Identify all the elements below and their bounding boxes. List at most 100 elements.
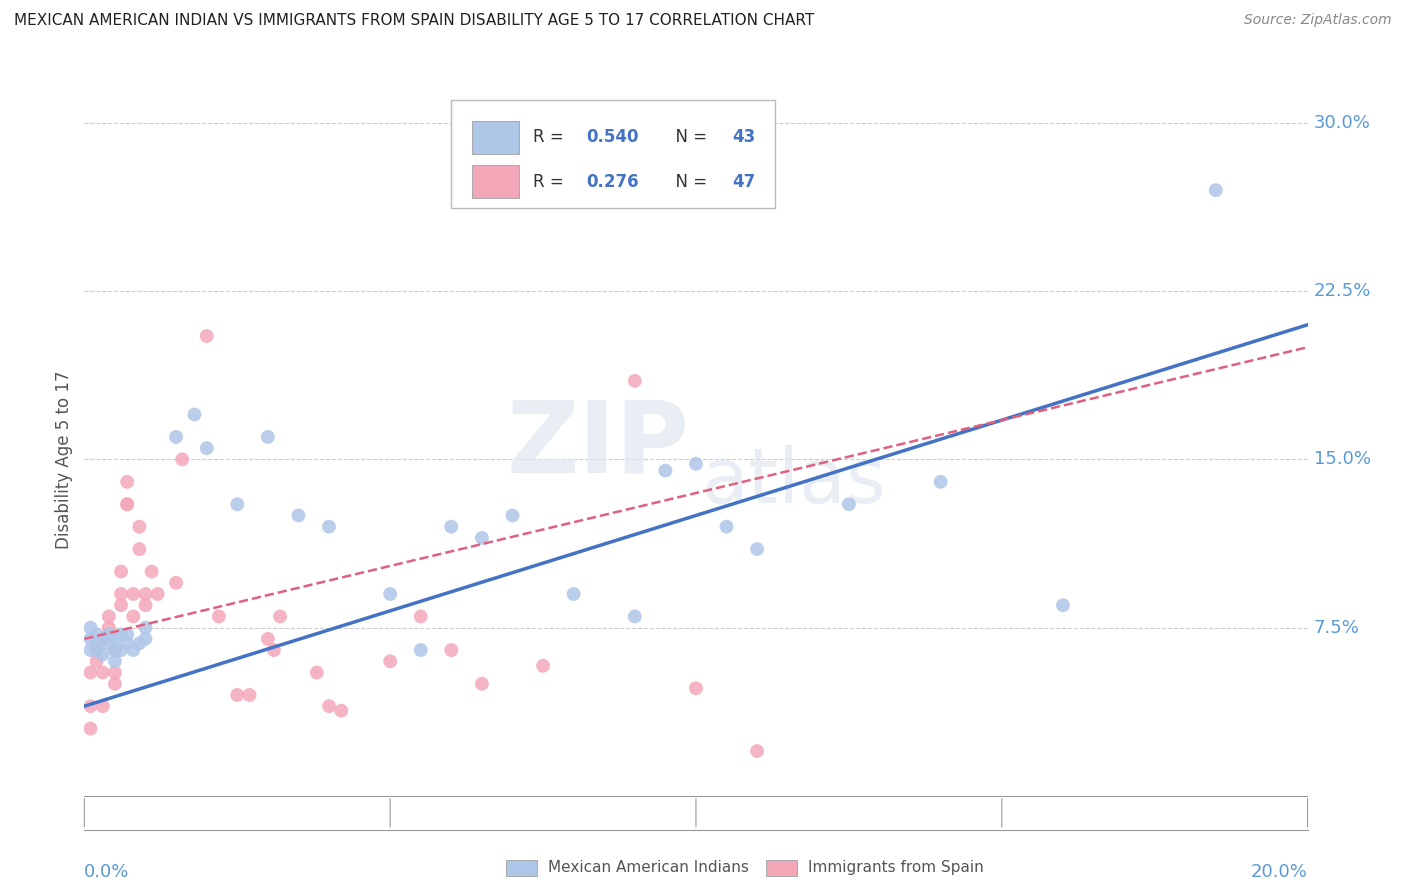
Point (440, 643, 463, 657)
Point (747, 542, 769, 557)
FancyBboxPatch shape (472, 165, 519, 198)
Point (104, 677, 127, 691)
Text: Immigrants from Spain: Immigrants from Spain (808, 861, 984, 875)
Point (409, 643, 432, 657)
Point (330, 704, 353, 718)
Point (91, 665, 114, 680)
Point (471, 531, 494, 545)
Point (79, 621, 101, 635)
Point (122, 609, 145, 624)
Point (531, 658, 554, 673)
Point (269, 609, 291, 624)
Point (110, 565, 132, 579)
Point (263, 643, 285, 657)
Text: 0.540: 0.540 (586, 128, 638, 146)
Point (135, 621, 157, 635)
Point (195, 441, 218, 455)
Point (716, 519, 738, 533)
Text: 15.0%: 15.0% (1313, 450, 1371, 468)
Point (1205, 183, 1227, 197)
Text: atlas: atlas (702, 444, 886, 518)
Point (305, 665, 328, 680)
Point (135, 598, 157, 612)
Point (141, 565, 163, 579)
Text: N =: N = (665, 173, 713, 191)
Point (128, 636, 150, 650)
Text: Source: ZipAtlas.com: Source: ZipAtlas.com (1244, 13, 1392, 28)
Point (79, 699, 101, 714)
Text: 47: 47 (733, 173, 756, 191)
Text: Mexican American Indians: Mexican American Indians (548, 861, 749, 875)
Y-axis label: Disability Age 5 to 17: Disability Age 5 to 17 (55, 370, 73, 549)
Text: 20.0%: 20.0% (1251, 863, 1308, 881)
Point (104, 632, 127, 646)
Point (122, 643, 145, 657)
Point (86, 654, 108, 668)
Text: 7.5%: 7.5% (1313, 619, 1360, 637)
Point (115, 497, 138, 511)
Text: MEXICAN AMERICAN INDIAN VS IMMIGRANTS FROM SPAIN DISABILITY AGE 5 TO 17 CORRELAT: MEXICAN AMERICAN INDIAN VS IMMIGRANTS FR… (14, 13, 814, 29)
Point (685, 457, 707, 471)
FancyBboxPatch shape (451, 100, 776, 208)
Point (104, 643, 127, 657)
Point (104, 665, 127, 680)
Point (110, 643, 132, 657)
Point (1052, 598, 1074, 612)
Point (86, 636, 108, 650)
Point (115, 627, 138, 641)
Point (165, 575, 187, 590)
Point (79, 665, 101, 680)
Point (502, 508, 524, 523)
Point (440, 519, 463, 533)
Point (208, 609, 231, 624)
Point (91, 699, 114, 714)
Point (128, 542, 150, 557)
Point (257, 430, 280, 444)
Text: N =: N = (665, 128, 713, 146)
Point (318, 519, 340, 533)
Point (122, 587, 145, 601)
Point (238, 688, 260, 702)
Point (97, 627, 120, 641)
Point (929, 475, 952, 489)
Point (624, 609, 647, 624)
Point (115, 497, 138, 511)
Point (685, 681, 707, 696)
Point (135, 587, 157, 601)
Point (104, 643, 127, 657)
Point (257, 632, 280, 646)
Point (97, 636, 120, 650)
Text: R =: R = (533, 173, 569, 191)
Text: 22.5%: 22.5% (1313, 282, 1371, 300)
Point (380, 654, 402, 668)
Point (110, 598, 132, 612)
Text: R =: R = (533, 128, 569, 146)
Point (172, 452, 194, 467)
Point (226, 497, 249, 511)
Point (183, 408, 205, 422)
Point (97, 621, 120, 635)
Text: 0.0%: 0.0% (84, 863, 129, 881)
Point (86, 643, 108, 657)
FancyBboxPatch shape (472, 120, 519, 154)
Point (135, 632, 157, 646)
Point (654, 464, 676, 478)
Point (562, 587, 585, 601)
Text: ZIP: ZIP (506, 396, 689, 493)
Point (110, 587, 132, 601)
Point (226, 688, 249, 702)
Text: 0.276: 0.276 (586, 173, 638, 191)
Point (287, 508, 309, 523)
Point (91, 648, 114, 662)
Text: 43: 43 (733, 128, 756, 146)
Point (747, 744, 769, 758)
Text: 30.0%: 30.0% (1313, 114, 1371, 132)
Point (86, 627, 108, 641)
Point (97, 609, 120, 624)
Point (104, 654, 127, 668)
Point (318, 699, 340, 714)
Point (409, 609, 432, 624)
Point (115, 475, 138, 489)
Point (128, 519, 150, 533)
Point (79, 643, 101, 657)
